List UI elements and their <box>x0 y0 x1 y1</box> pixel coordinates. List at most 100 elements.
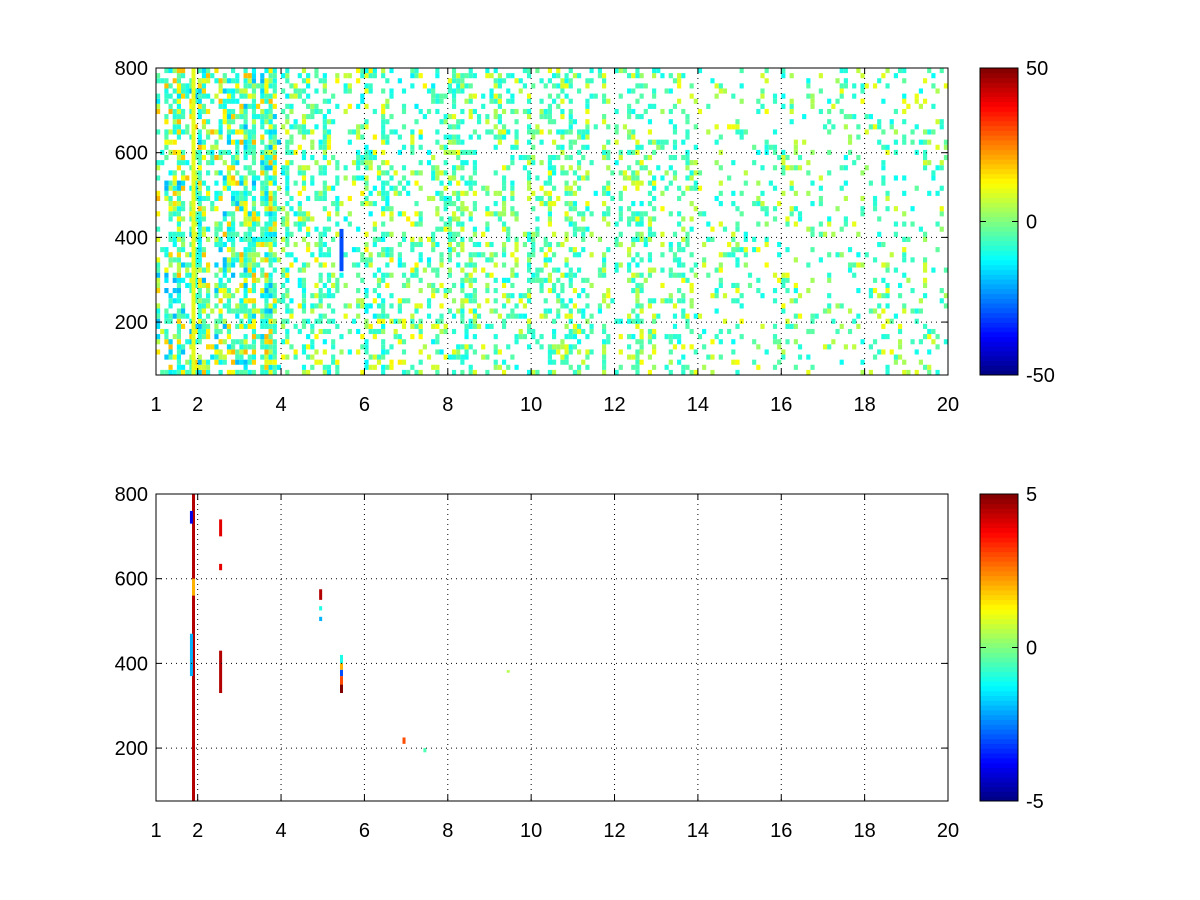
heatmap-cell <box>189 216 194 222</box>
heatmap-cell <box>885 288 890 294</box>
heatmap-cell <box>364 165 369 171</box>
heatmap-cell <box>293 124 298 130</box>
heatmap-cell <box>877 124 882 130</box>
heatmap-cell <box>581 226 586 232</box>
heatmap-cell <box>251 154 257 161</box>
heatmap-cell <box>389 114 394 120</box>
heatmap-cell <box>918 308 923 314</box>
heatmap-cell <box>902 211 907 217</box>
heatmap-cell <box>339 349 344 355</box>
heatmap-cell <box>326 288 332 294</box>
heatmap-cell <box>872 288 878 294</box>
heatmap-cell <box>731 252 736 258</box>
heatmap-cell <box>772 216 778 222</box>
heatmap-cell <box>206 226 211 232</box>
heatmap-cell <box>264 349 269 355</box>
heatmap-cell <box>760 73 765 79</box>
heatmap-cell <box>272 154 277 161</box>
heatmap-cell <box>652 195 657 202</box>
heatmap-cell <box>443 170 448 176</box>
heatmap-cell <box>539 129 544 135</box>
heatmap-cell <box>556 93 561 99</box>
heatmap-cell <box>468 344 473 350</box>
heatmap-cell <box>531 277 536 283</box>
heatmap-cell <box>885 318 890 324</box>
heatmap-cell <box>393 190 398 196</box>
heatmap-cell <box>547 175 552 181</box>
heatmap-cell <box>364 201 369 207</box>
heatmap-cell <box>189 277 194 283</box>
heatmap-cell <box>201 211 207 217</box>
heatmap-cell <box>468 149 473 155</box>
colorbar-tick-label: 0 <box>1026 212 1037 234</box>
heatmap-cell <box>560 303 565 309</box>
heatmap-cell <box>818 108 823 115</box>
heatmap-cell <box>526 293 532 299</box>
heatmap-cell <box>672 323 678 329</box>
heatmap-cell <box>652 88 657 94</box>
heatmap-cell <box>677 73 682 79</box>
heatmap-cell <box>514 108 519 115</box>
heatmap-cell <box>777 201 782 207</box>
colorbar-swatch <box>980 77 1018 83</box>
heatmap-cell <box>560 134 565 140</box>
heatmap-cell <box>239 354 244 360</box>
heatmap-cell <box>260 149 265 155</box>
heatmap-cell <box>156 175 161 181</box>
heatmap-cell <box>739 68 744 74</box>
heatmap-cell <box>789 206 794 212</box>
heatmap-cell <box>310 144 315 150</box>
heatmap-cell <box>756 277 761 283</box>
heatmap-cell <box>535 216 540 222</box>
heatmap-cell <box>243 83 248 89</box>
colorbar-swatch <box>980 589 1018 596</box>
heatmap-cell <box>364 288 369 294</box>
heatmap-cell <box>222 78 227 84</box>
heatmap-cell <box>476 119 482 125</box>
heatmap-cell <box>301 180 307 186</box>
heatmap-cell <box>243 103 248 109</box>
heatmap-cell <box>660 298 665 304</box>
heatmap-cell <box>381 221 386 227</box>
heatmap-cell <box>893 267 898 273</box>
heatmap-cell <box>197 318 202 324</box>
heatmap-cell <box>552 344 557 350</box>
colorbar-swatch <box>980 288 1018 294</box>
heatmap-cell <box>356 298 361 304</box>
heatmap-cell <box>376 236 382 242</box>
heatmap-cell <box>385 231 390 237</box>
heatmap-cell <box>668 211 673 217</box>
heatmap-cell <box>231 344 236 350</box>
heatmap-cell <box>872 277 878 283</box>
heatmap-cell <box>247 231 252 237</box>
heatmap-cell <box>239 129 244 135</box>
heatmap-cell <box>385 247 390 253</box>
heatmap-cell <box>822 344 828 350</box>
heatmap-cell <box>481 344 486 350</box>
heatmap-cell <box>164 247 169 253</box>
heatmap-cell <box>385 190 390 196</box>
heatmap-cell <box>852 83 857 89</box>
heatmap-cell <box>547 211 552 217</box>
heatmap-cell <box>931 339 936 345</box>
heatmap-cell <box>397 241 402 248</box>
heatmap-cell <box>602 272 607 278</box>
heatmap-cell <box>268 124 273 130</box>
heatmap-cell <box>293 119 298 125</box>
heatmap-cell <box>301 185 307 191</box>
heatmap-cell <box>189 318 194 324</box>
heatmap-cell <box>364 185 369 191</box>
heatmap-cell <box>272 201 277 207</box>
heatmap-cell <box>893 231 898 237</box>
heatmap-cell <box>493 298 498 304</box>
heatmap-cell <box>176 298 182 304</box>
heatmap-cell <box>331 354 336 360</box>
heatmap-cell <box>243 129 248 135</box>
heatmap-cell <box>319 589 323 600</box>
x-tick-label: 4 <box>275 820 286 842</box>
heatmap-cell <box>326 247 332 253</box>
heatmap-cell <box>460 73 465 79</box>
heatmap-cell <box>264 231 269 237</box>
heatmap-cell <box>322 364 327 370</box>
heatmap-cell <box>789 211 794 217</box>
